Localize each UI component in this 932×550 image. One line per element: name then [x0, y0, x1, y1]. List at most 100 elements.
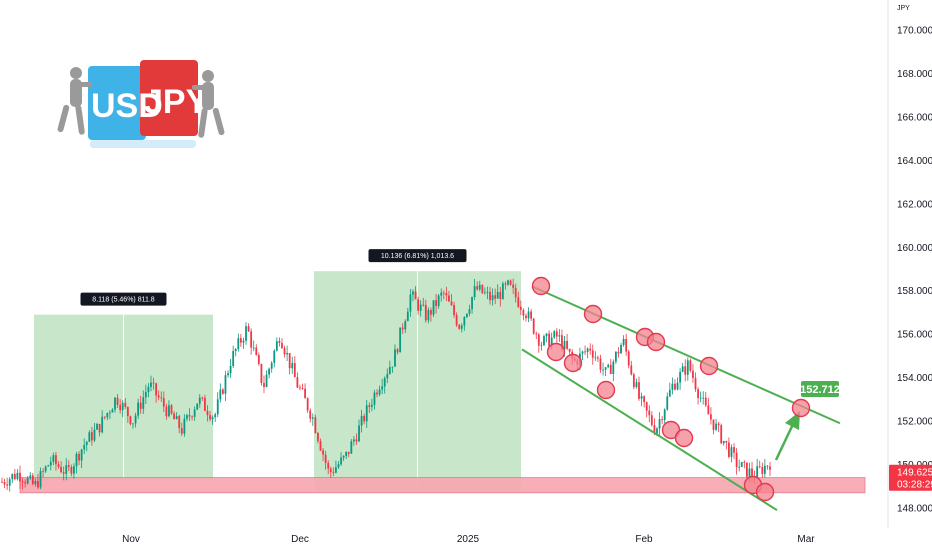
candle-body [299, 387, 301, 389]
candle-body [216, 399, 219, 415]
candle-body [458, 325, 461, 329]
candle-body [186, 415, 188, 419]
candle-body [142, 397, 145, 409]
candle-body [322, 450, 324, 455]
candle-body [332, 471, 335, 473]
channel-lower-line [521, 348, 778, 512]
candle-body [234, 349, 237, 352]
candle-body [90, 432, 93, 441]
candle-body [545, 333, 548, 337]
candle-body [540, 344, 543, 346]
candle-body [607, 364, 610, 368]
candle-body [535, 333, 538, 335]
candle-body [237, 338, 240, 350]
candle-body [743, 462, 746, 463]
candle-body [725, 440, 728, 443]
candle-body [257, 355, 260, 364]
candle-body [108, 412, 111, 414]
candle-body [566, 340, 568, 349]
candle-body [769, 466, 771, 470]
candle-body [255, 347, 258, 356]
candle-body [553, 331, 556, 338]
candle-body [352, 439, 355, 442]
candle-body [278, 341, 281, 344]
candle-body [250, 331, 253, 348]
candle-body [247, 326, 250, 332]
candle-body [761, 466, 764, 474]
candle-body [329, 468, 332, 472]
candle-body [622, 338, 625, 345]
candle-body [57, 464, 60, 467]
candle-body [756, 466, 759, 479]
candle-body [399, 327, 402, 353]
y-tick-label: 152.000 [897, 417, 932, 428]
candle-body [293, 363, 296, 378]
candle-body [643, 396, 646, 403]
candle-body [504, 283, 507, 285]
candle-body [93, 429, 96, 441]
candle-body [645, 402, 648, 411]
candle-body [548, 333, 551, 347]
candle-body [291, 363, 294, 369]
candle-body [745, 462, 748, 477]
range-label-text: 8.118 (5.46%) 811.8 [92, 297, 155, 304]
x-tick-label: Dec [291, 534, 309, 545]
candle-body [740, 462, 743, 467]
target-label-box [801, 381, 839, 397]
candle-body [733, 447, 735, 453]
y-tick-label: 170.000 [897, 26, 932, 37]
candle-body [137, 402, 140, 416]
candle-body [88, 432, 91, 442]
candle-body [394, 349, 396, 367]
candle-body [335, 467, 337, 473]
candle-body [21, 481, 24, 483]
candle-body [16, 472, 19, 480]
candle-body [722, 440, 725, 444]
candle-body [561, 335, 563, 350]
candle-body [632, 374, 635, 388]
candle-body [715, 423, 717, 430]
range-label-text: 10.136 (6.81%) 1,013.6 [381, 253, 454, 260]
candle-body [638, 382, 640, 399]
candle-body [625, 338, 628, 352]
candle-body [466, 313, 468, 318]
candle-body [306, 398, 309, 411]
candle-body [178, 416, 181, 429]
candle-body [363, 415, 366, 422]
axis-unit-label: JPY [897, 5, 910, 12]
candle-body [96, 424, 98, 430]
candle-body [29, 475, 32, 479]
candle-body [209, 415, 211, 420]
target-label-text: 152.712 [800, 384, 840, 396]
candle-body [211, 417, 214, 420]
candle-body [599, 358, 602, 370]
candle-body [227, 373, 229, 376]
candle-body [309, 410, 312, 419]
candle-body [191, 416, 193, 418]
candle-body [432, 300, 435, 315]
candle-body [609, 364, 612, 375]
candle-body [430, 310, 432, 315]
candle-body [717, 423, 720, 426]
candle-body [49, 461, 52, 466]
y-tick-label: 154.000 [897, 373, 932, 384]
candle-body [627, 351, 630, 366]
candle-body [679, 371, 682, 383]
candle-body [245, 326, 247, 341]
candle-body [67, 465, 70, 468]
candle-body [170, 405, 173, 414]
candle-body [337, 464, 340, 468]
x-tick-label: Mar [797, 534, 815, 545]
candle-body [568, 348, 571, 352]
candle-body [139, 402, 142, 409]
candle-body [221, 389, 224, 394]
candle-body [404, 321, 407, 330]
candle-body [75, 453, 78, 467]
candle-body [373, 392, 376, 405]
candle-body [427, 310, 430, 321]
candle-body [37, 480, 39, 488]
candle-body [697, 389, 699, 398]
candle-body [478, 284, 481, 290]
candle-body [219, 389, 222, 400]
